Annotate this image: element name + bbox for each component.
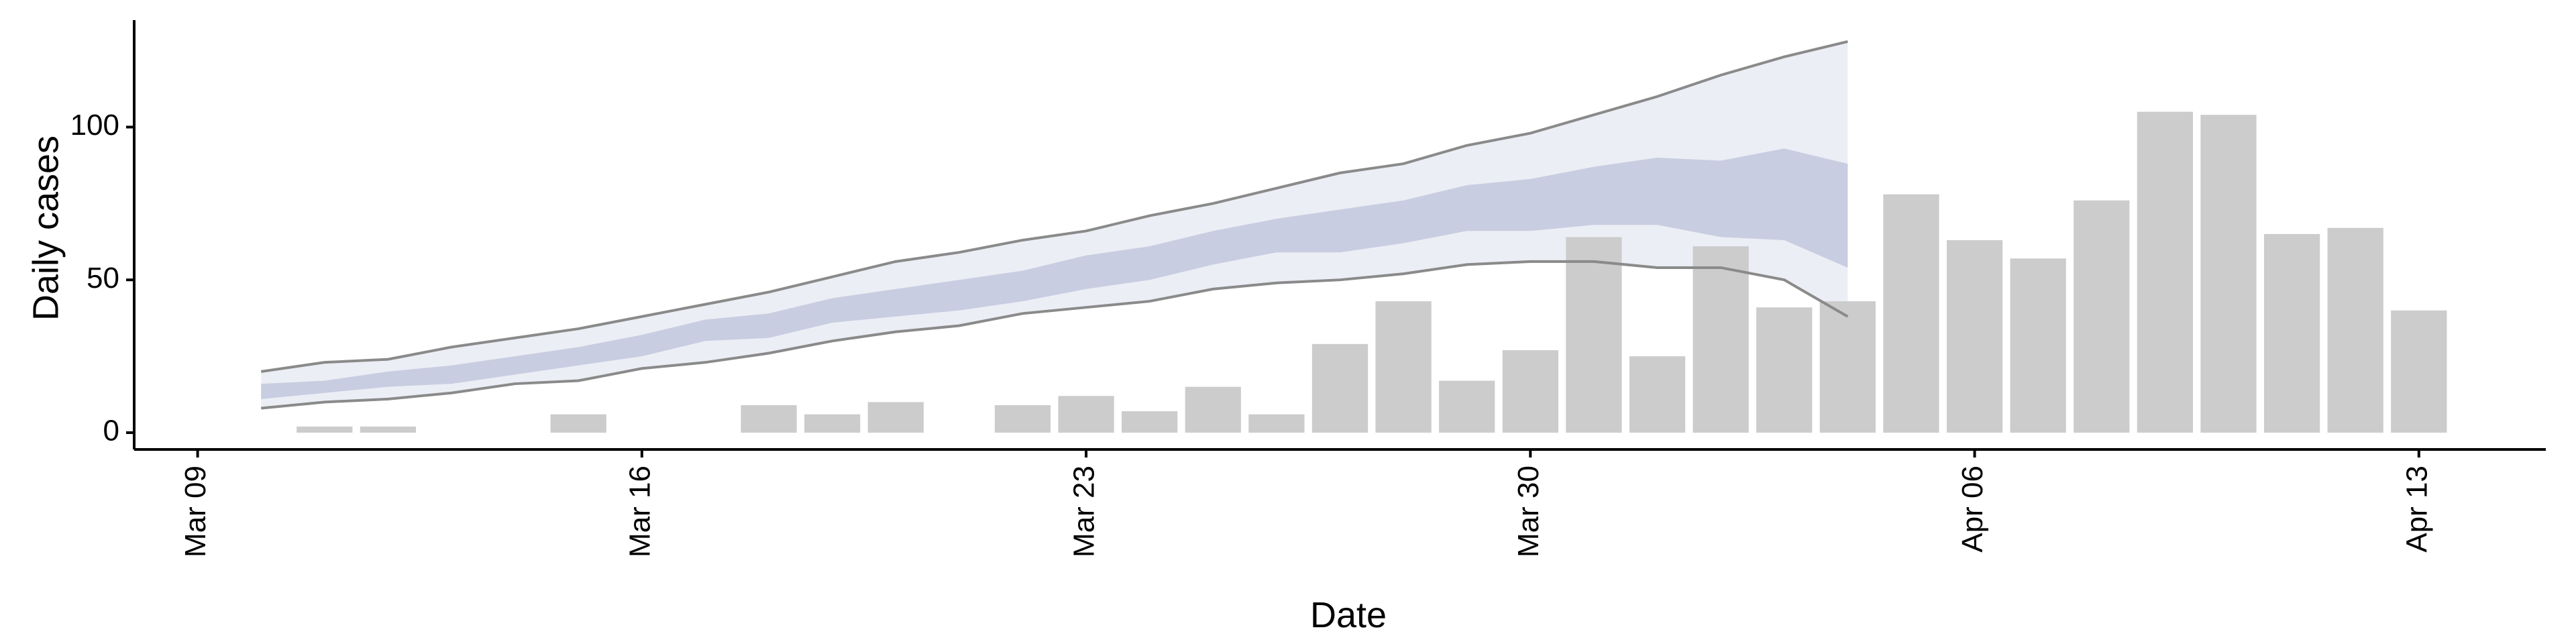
x-tick-label: Apr 06	[1956, 466, 1989, 553]
bar	[1058, 396, 1114, 433]
bar	[741, 405, 797, 433]
bar	[360, 426, 417, 433]
bar	[1185, 386, 1241, 433]
bar	[1311, 343, 1368, 433]
bar	[1629, 356, 1686, 433]
bar	[2137, 111, 2193, 433]
x-tick-label: Mar 09	[179, 466, 212, 557]
bar	[1756, 307, 1813, 433]
bar	[1502, 350, 1558, 433]
forecast-band-outer	[261, 41, 1848, 409]
forecast-band-inner	[261, 148, 1848, 399]
bar	[1375, 301, 1432, 433]
bar	[1122, 411, 1178, 433]
y-tick-label: 0	[103, 415, 119, 447]
bar	[994, 405, 1051, 433]
bar	[2010, 258, 2066, 433]
bar	[1248, 414, 1305, 433]
bar	[2263, 233, 2320, 433]
bar	[1883, 194, 1939, 433]
x-tick-label: Mar 16	[623, 466, 656, 557]
bar	[1439, 380, 1495, 433]
x-tick-label: Mar 30	[1512, 466, 1545, 557]
bar	[2074, 200, 2130, 433]
bar	[1566, 237, 1622, 433]
x-tick-label: Apr 13	[2400, 466, 2433, 553]
x-axis-title: Date	[1310, 595, 1387, 635]
bar	[867, 402, 924, 433]
x-tick-label: Mar 23	[1068, 466, 1101, 557]
bar	[2391, 310, 2447, 433]
bar	[550, 414, 606, 433]
forecast-line	[261, 260, 1849, 410]
bar	[2327, 227, 2383, 433]
forecast-line	[260, 40, 1848, 373]
bar	[297, 426, 353, 433]
bar	[1946, 239, 2003, 433]
bar	[804, 414, 861, 433]
bar	[1693, 246, 1749, 433]
bar	[2200, 115, 2257, 433]
y-tick-label: 50	[87, 262, 119, 294]
y-tick-label: 100	[70, 109, 119, 142]
bar	[1819, 301, 1876, 433]
y-axis-title: Daily cases	[25, 136, 66, 321]
